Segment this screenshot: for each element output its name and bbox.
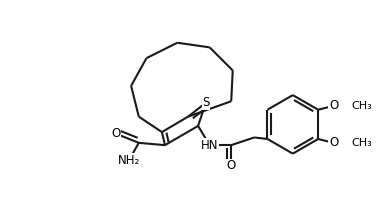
Text: S: S [202,96,209,109]
Text: NH₂: NH₂ [118,154,140,167]
Text: O: O [227,160,236,172]
Text: CH₃: CH₃ [351,138,372,148]
Text: CH₃: CH₃ [351,101,372,111]
Text: HN: HN [201,139,218,152]
Text: O: O [329,136,338,149]
Text: O: O [111,127,120,140]
Text: O: O [329,99,338,112]
